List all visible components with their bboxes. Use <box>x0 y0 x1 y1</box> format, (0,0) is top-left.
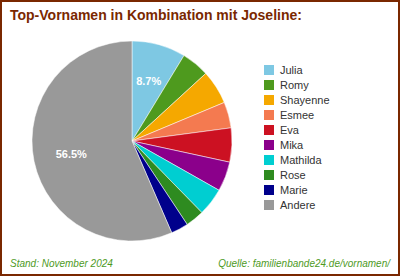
html-text:Mika: Mika <box>280 138 304 151</box>
html-text:Julia: Julia <box>280 63 303 76</box>
html-text:Rose: Rose <box>280 168 306 181</box>
svg-text:56.5%: 56.5% <box>56 148 87 160</box>
html-text:Marie: Marie <box>280 183 308 196</box>
html-text:Esmee: Esmee <box>280 108 315 121</box>
html-text:Quelle: familienbande24.de/vor: Quelle: familienbande24.de/vornamen/ <box>218 258 390 269</box>
html-text:Shayenne: Shayenne <box>280 93 330 106</box>
html-text:Stand: November 2024: Stand: November 2024 <box>10 258 113 269</box>
html-text:Eva: Eva <box>280 123 299 136</box>
html-text:Romy: Romy <box>280 78 309 91</box>
html-text:Andere: Andere <box>280 198 316 211</box>
html-text:Mathilda: Mathilda <box>280 153 322 166</box>
svg-text:8.7%: 8.7% <box>136 75 161 87</box>
html-text:Top-Vornamen in Kombination mi: Top-Vornamen in Kombination mit Joseline… <box>10 7 302 23</box>
